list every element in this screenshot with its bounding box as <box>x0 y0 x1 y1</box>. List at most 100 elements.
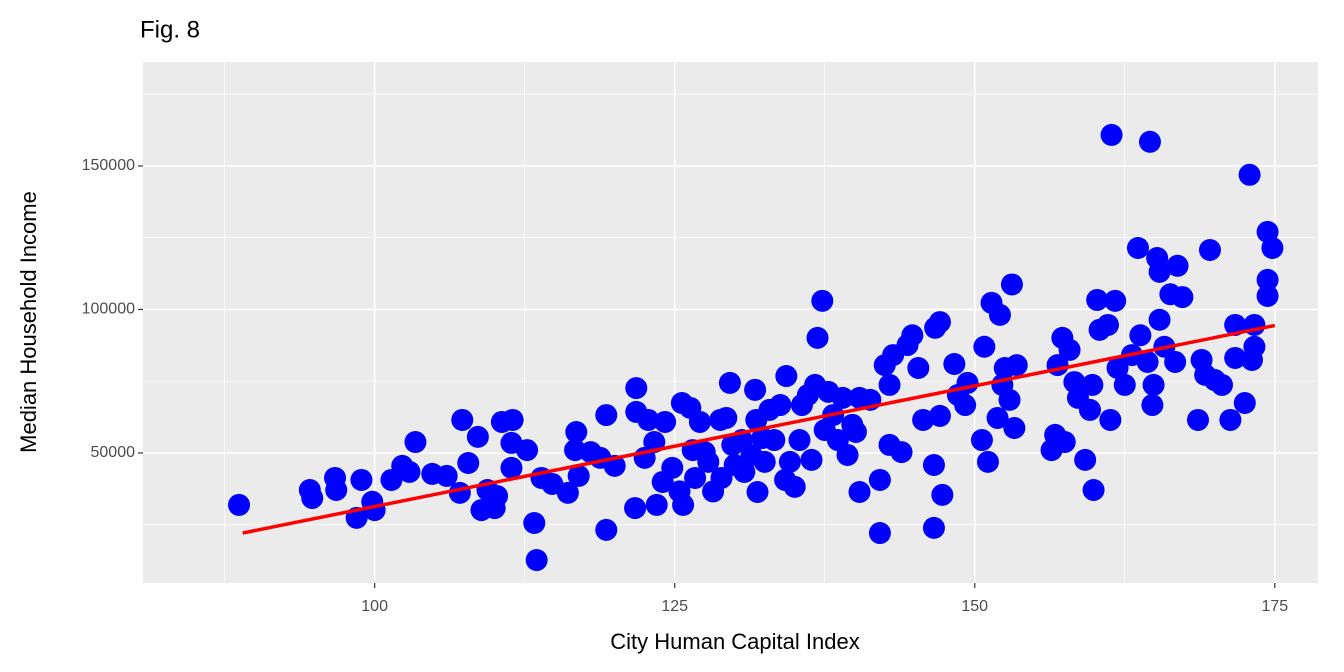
point <box>325 478 348 501</box>
x-tick-label: 150 <box>961 598 988 615</box>
point <box>928 404 951 427</box>
point <box>523 512 546 535</box>
point <box>556 481 579 504</box>
point <box>1224 313 1247 336</box>
point <box>624 497 647 520</box>
point <box>1113 373 1136 396</box>
point <box>1243 335 1266 358</box>
point <box>466 425 489 448</box>
point <box>486 485 509 508</box>
point <box>1238 163 1261 186</box>
point <box>931 483 954 506</box>
point <box>1233 392 1256 415</box>
point <box>661 456 684 479</box>
point <box>890 441 913 464</box>
y-tick-label: 100000 <box>82 301 135 318</box>
point <box>806 326 829 349</box>
x-tick-label: 125 <box>661 598 688 615</box>
point <box>831 386 854 409</box>
point <box>363 499 386 522</box>
point <box>1078 398 1101 421</box>
point <box>1104 289 1127 312</box>
point <box>922 516 945 539</box>
point <box>1148 308 1171 331</box>
y-tick-label: 150000 <box>82 157 135 174</box>
point <box>1136 350 1159 373</box>
point <box>1096 313 1119 336</box>
point <box>301 487 324 510</box>
point <box>775 365 798 388</box>
point <box>565 421 588 444</box>
point <box>1086 288 1109 311</box>
point <box>1082 478 1105 501</box>
point <box>1141 394 1164 417</box>
point <box>645 493 668 516</box>
point <box>1053 431 1076 454</box>
point <box>1166 254 1189 277</box>
point <box>800 448 823 471</box>
point <box>1099 408 1122 431</box>
point <box>1081 373 1104 396</box>
point <box>718 371 741 394</box>
point <box>1058 338 1081 361</box>
x-tick-label: 175 <box>1261 598 1288 615</box>
point <box>928 311 951 334</box>
point <box>1148 260 1171 283</box>
point <box>1171 286 1194 309</box>
point <box>501 408 524 431</box>
trend-line <box>242 323 1276 535</box>
point <box>943 352 966 375</box>
x-axis-label: City Human Capital Index <box>610 629 859 654</box>
point <box>836 443 859 466</box>
point <box>907 356 930 379</box>
point <box>922 454 945 477</box>
point <box>753 450 776 473</box>
y-tick-label: 50000 <box>91 444 136 461</box>
point <box>868 468 891 491</box>
point <box>769 394 792 417</box>
point <box>746 481 769 504</box>
point <box>778 450 801 473</box>
point <box>1261 237 1284 260</box>
point <box>457 452 480 475</box>
point <box>788 429 811 452</box>
point <box>1164 350 1187 373</box>
point <box>595 518 618 541</box>
point <box>567 464 590 487</box>
point <box>500 456 523 479</box>
point <box>1256 268 1279 291</box>
point <box>811 289 834 312</box>
point <box>625 377 648 400</box>
point <box>1210 373 1233 396</box>
point <box>988 303 1011 326</box>
point <box>1256 284 1279 307</box>
point <box>1100 123 1123 146</box>
point <box>973 335 996 358</box>
point <box>1106 356 1129 379</box>
point <box>654 410 677 433</box>
point <box>672 493 695 516</box>
point <box>848 481 871 504</box>
point <box>1138 130 1161 153</box>
point <box>228 493 251 516</box>
point <box>1198 239 1221 262</box>
point <box>733 460 756 483</box>
point <box>637 408 660 431</box>
point <box>844 421 867 444</box>
point <box>715 406 738 429</box>
point <box>868 522 891 545</box>
point <box>998 388 1021 411</box>
point <box>1219 408 1242 431</box>
x-tick-label: 100 <box>361 598 388 615</box>
point <box>1003 416 1026 439</box>
point <box>878 373 901 396</box>
point <box>350 468 373 491</box>
point <box>516 439 539 462</box>
y-axis-label: Median Household Income <box>16 191 41 453</box>
point <box>912 408 935 431</box>
point <box>1000 273 1023 296</box>
point <box>688 410 711 433</box>
point <box>1126 237 1149 260</box>
point <box>697 450 720 473</box>
